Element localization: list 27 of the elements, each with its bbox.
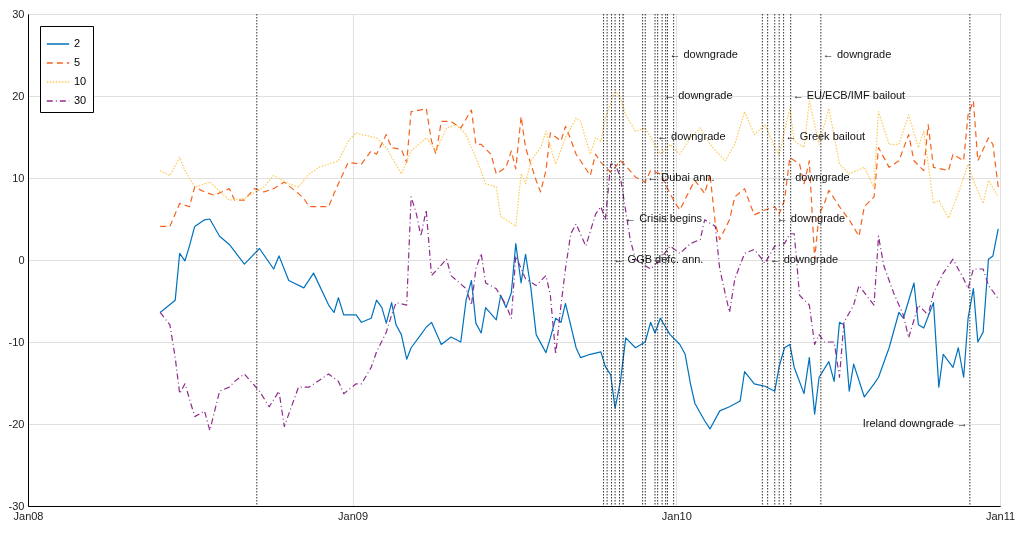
annotation: ← downgrade bbox=[822, 48, 892, 60]
x-tick-label: Jan09 bbox=[338, 509, 369, 522]
legend-label: 30 bbox=[74, 94, 87, 106]
y-tick-label: -10 bbox=[8, 335, 25, 348]
legend-label: 10 bbox=[74, 75, 87, 87]
annotation: ← Greek bailout bbox=[785, 130, 866, 142]
legend-label: 2 bbox=[74, 37, 81, 49]
x-tick-label: Jan11 bbox=[985, 509, 1016, 522]
x-tick-label: Jan08 bbox=[13, 509, 44, 522]
y-tick-label: 30 bbox=[12, 7, 25, 20]
annotation: ← EU/ECB/IMF bailout bbox=[792, 89, 906, 101]
y-tick-label: 0 bbox=[18, 253, 25, 266]
annotation: ← downgrade bbox=[769, 253, 839, 265]
y-tick-label: -30 bbox=[8, 499, 25, 512]
annotation: Ireland downgrade → bbox=[862, 417, 968, 429]
annotation: ← GGB defc. ann. bbox=[613, 253, 704, 265]
annotation: ← downgrade bbox=[657, 130, 726, 142]
line-series bbox=[159, 163, 999, 432]
line-series bbox=[159, 89, 999, 227]
x-tick-label: Jan10 bbox=[661, 509, 692, 522]
annotation: ← Crisis begins bbox=[625, 212, 703, 224]
annotation: ← downgrade bbox=[669, 48, 738, 60]
y-tick-label: 10 bbox=[12, 171, 25, 184]
annotation: ← downgrade bbox=[664, 89, 733, 101]
y-tick-label: -20 bbox=[8, 417, 25, 430]
y-tick-label: 20 bbox=[12, 89, 25, 102]
legend-label: 5 bbox=[74, 56, 81, 68]
